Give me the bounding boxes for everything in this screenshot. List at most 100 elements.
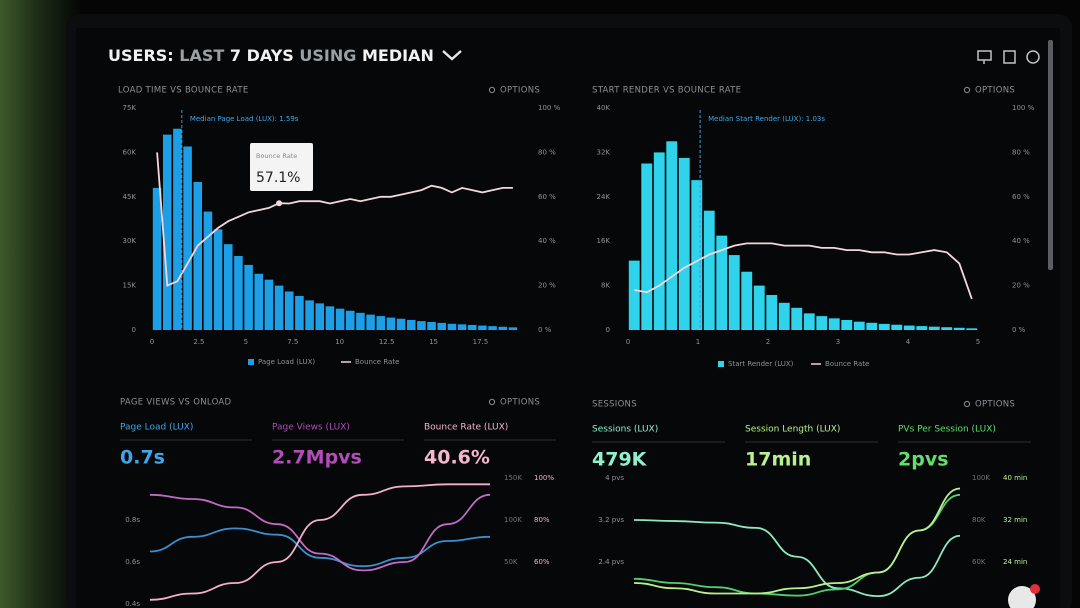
y2-tick-label: 0 % xyxy=(1012,326,1026,334)
x-tick-label: 0 xyxy=(150,338,154,346)
histogram-bar xyxy=(878,323,890,330)
options-button[interactable]: OPTIONS xyxy=(500,86,540,96)
histogram-bar xyxy=(916,326,928,330)
histogram-bar xyxy=(254,273,264,330)
legend-label[interactable]: Start Render (LUX) xyxy=(728,360,794,368)
histogram-bar xyxy=(628,260,640,330)
trend-line xyxy=(149,493,491,572)
kpi-label: Page Load (LUX) xyxy=(120,423,193,433)
histogram-bar xyxy=(173,128,182,330)
y-tick-label: 16K xyxy=(597,237,611,245)
histogram-bar xyxy=(406,319,416,330)
kpi-value: 40.6% xyxy=(424,447,490,469)
kpi-value: 2pvs xyxy=(898,449,949,471)
legend-label[interactable]: Page Load (LUX) xyxy=(258,358,315,366)
histogram-bar xyxy=(295,295,304,330)
panels: LOAD TIME VS BOUNCE RATE OPTIONS015K30K45… xyxy=(118,86,1035,608)
title-part: MEDIAN xyxy=(362,46,434,65)
x-tick-label: 5 xyxy=(244,338,248,346)
y2-tick-label: 80 % xyxy=(1012,148,1030,156)
tooltip-label: Bounce Rate xyxy=(256,152,297,160)
histogram-bar xyxy=(457,324,467,330)
y2-tick-label: 80K xyxy=(972,516,986,524)
histogram-bar xyxy=(928,326,940,330)
y-tick-label: 2.4 pvs xyxy=(598,558,624,566)
histogram-bar xyxy=(264,279,274,330)
histogram-bar xyxy=(891,324,903,330)
histogram-bar xyxy=(284,291,294,330)
histogram-bar xyxy=(162,134,172,330)
kpi-value: 2.7Mpvs xyxy=(272,447,362,469)
histogram-bar xyxy=(966,328,978,330)
kpi-label: Session Length (LUX) xyxy=(745,425,840,435)
y-tick-label: 4 pvs xyxy=(605,474,624,482)
histogram-bar xyxy=(396,318,406,330)
save-icon[interactable] xyxy=(1003,50,1016,64)
histogram-bar xyxy=(183,146,192,330)
y-tick-label: 0.4s xyxy=(125,600,140,608)
histogram-bar xyxy=(753,285,765,330)
kpi-value: 17min xyxy=(745,449,811,471)
y2-tick-label: 100 % xyxy=(1012,104,1035,112)
histogram-bar xyxy=(828,318,840,330)
median-label: Median Page Load (LUX): 1.59s xyxy=(190,115,299,123)
histogram-bar xyxy=(778,302,790,330)
panel-title: PAGE VIEWS VS ONLOAD xyxy=(120,398,232,408)
panel-title: START RENDER VS BOUNCE RATE xyxy=(592,86,741,96)
histogram-bar xyxy=(941,327,953,330)
y-tick-label: 30K xyxy=(123,237,137,245)
x-tick-label: 10 xyxy=(335,338,344,346)
histogram-bar xyxy=(376,316,386,330)
x-tick-label: 1 xyxy=(696,338,700,346)
trend-line xyxy=(149,527,491,568)
legend-label[interactable]: Bounce Rate xyxy=(355,358,399,366)
y3-tick-label: 40 min xyxy=(1003,474,1027,482)
title-part: LAST xyxy=(179,46,224,65)
x-tick-label: 3 xyxy=(836,338,840,346)
legend-swatch xyxy=(248,359,254,365)
options-button[interactable]: OPTIONS xyxy=(975,86,1015,96)
histogram-bar xyxy=(305,300,314,330)
chat-button[interactable] xyxy=(1008,586,1036,608)
y3-tick-label: 60% xyxy=(534,558,550,566)
dashboard-title[interactable]: USERS: LAST 7 DAYS USING MEDIAN xyxy=(108,46,434,65)
scrollbar[interactable] xyxy=(1048,40,1053,270)
y2-tick-label: 60K xyxy=(972,558,986,566)
tooltip-box xyxy=(250,143,313,191)
options-button[interactable]: OPTIONS xyxy=(975,400,1015,410)
histogram-bar xyxy=(803,313,815,330)
histogram-bar xyxy=(203,211,213,330)
y-tick-label: 0.6s xyxy=(125,558,140,566)
y2-tick-label: 40 % xyxy=(1012,237,1030,245)
histogram-bar xyxy=(866,322,878,330)
options-icon xyxy=(488,86,496,94)
kpi-label: Bounce Rate (LUX) xyxy=(424,423,508,433)
trend-line xyxy=(633,487,961,595)
histogram-bar xyxy=(315,303,325,330)
histogram-bar xyxy=(366,314,375,330)
histogram-bar xyxy=(437,322,447,330)
panel-title: LOAD TIME VS BOUNCE RATE xyxy=(118,86,249,96)
y-tick-label: 75K xyxy=(123,104,137,112)
y2-tick-label: 100K xyxy=(504,516,522,524)
trend-line xyxy=(149,483,490,601)
y3-tick-label: 24 min xyxy=(1003,558,1027,566)
x-tick-label: 5 xyxy=(976,338,980,346)
histogram-bar xyxy=(691,180,703,330)
histogram-bar xyxy=(386,317,396,330)
kpi-value: 0.7s xyxy=(120,447,165,469)
x-tick-label: 12.5 xyxy=(379,338,395,346)
y2-tick-label: 150K xyxy=(504,474,522,482)
histogram-bar xyxy=(488,326,497,330)
help-icon[interactable] xyxy=(1026,50,1040,64)
histogram-bar xyxy=(853,321,865,330)
options-button[interactable]: OPTIONS xyxy=(500,398,540,408)
y-tick-label: 40K xyxy=(597,104,611,112)
histogram-bar xyxy=(152,187,162,330)
histogram-bar xyxy=(274,285,284,330)
histogram-bar xyxy=(427,322,436,330)
x-tick-label: 2 xyxy=(766,338,770,346)
legend-label[interactable]: Bounce Rate xyxy=(825,360,869,368)
title-chevron[interactable] xyxy=(442,50,462,61)
